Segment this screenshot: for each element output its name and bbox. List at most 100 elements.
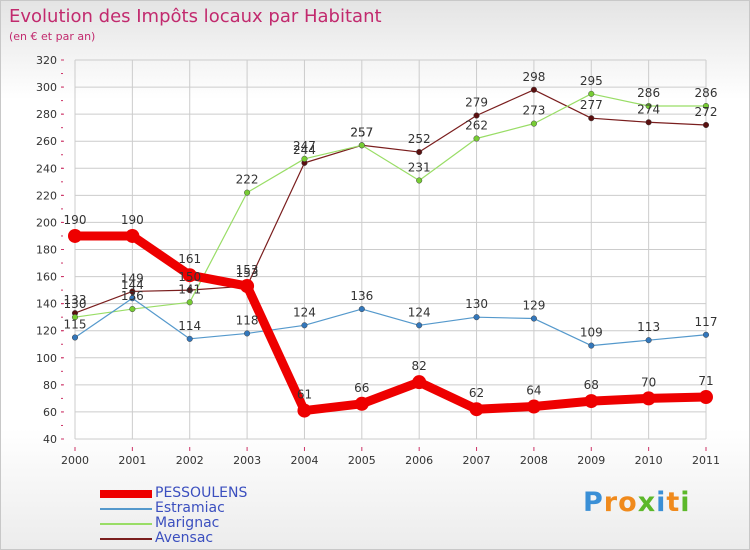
data-point — [702, 121, 710, 129]
data-label: 279 — [465, 95, 488, 109]
logo-letter: t — [666, 487, 681, 518]
data-label: 136 — [121, 289, 144, 303]
data-label: 149 — [121, 271, 144, 285]
logo-letter: x — [637, 487, 657, 518]
y-tick-label: 100 — [36, 352, 57, 365]
legend-label: Avensac — [155, 530, 214, 546]
data-label: 257 — [350, 125, 373, 139]
data-label: 124 — [408, 305, 431, 319]
data-label: 82 — [412, 359, 427, 373]
data-point — [645, 337, 652, 344]
y-tick-label: 180 — [36, 244, 57, 257]
data-point — [588, 90, 595, 97]
chart-title: Evolution des Impôts locaux par Habitant — [9, 6, 382, 27]
x-tick-label: 2006 — [405, 454, 433, 467]
legend-swatch — [100, 490, 152, 498]
proxiti-logo: Proxiti — [583, 487, 691, 518]
data-label: 133 — [64, 293, 87, 307]
data-point — [416, 148, 423, 156]
data-label: 244 — [293, 143, 316, 157]
data-label: 222 — [236, 173, 259, 187]
data-point — [469, 402, 484, 417]
data-label: 150 — [178, 270, 201, 284]
legend-label: Estramiac — [155, 500, 225, 516]
data-point — [129, 288, 136, 295]
data-label: 141 — [178, 282, 201, 296]
data-point — [416, 322, 423, 329]
data-point — [301, 322, 308, 329]
series-line-pessoulens — [70, 231, 711, 416]
legend-label: Marignac — [155, 515, 220, 531]
data-label: 144 — [121, 278, 144, 292]
data-label: 161 — [178, 252, 201, 266]
legend-swatch — [100, 508, 152, 510]
x-tick-label: 2008 — [520, 454, 548, 467]
series-line-estramiac — [74, 297, 707, 347]
data-label: 274 — [637, 102, 660, 116]
y-tick-label: 280 — [36, 108, 57, 121]
data-point — [358, 306, 365, 313]
logo-letter: i — [680, 487, 691, 518]
data-label: 114 — [178, 319, 201, 333]
data-label: 64 — [526, 384, 541, 398]
data-label: 113 — [637, 320, 660, 334]
chart-subtitle: (en € et par an) — [9, 30, 96, 43]
series-line-avensac — [74, 89, 707, 314]
data-point — [71, 314, 79, 321]
x-tick-label: 2011 — [692, 454, 720, 467]
y-tick-label: 80 — [43, 379, 57, 392]
data-label: 109 — [580, 326, 603, 340]
data-label: 252 — [408, 132, 431, 146]
data-point — [244, 189, 251, 196]
x-tick-label: 2000 — [61, 454, 89, 467]
x-tick-label: 2001 — [118, 454, 146, 467]
data-label: 62 — [469, 386, 484, 400]
y-tick-label: 320 — [36, 54, 57, 67]
data-point — [473, 135, 480, 142]
data-label: 66 — [354, 381, 369, 395]
logo-letter: i — [656, 487, 667, 518]
data-label: 70 — [641, 375, 656, 389]
data-point — [358, 142, 365, 149]
data-point — [526, 399, 541, 414]
legend-label: PESSOULENS — [155, 485, 248, 501]
data-label: 190 — [121, 213, 144, 227]
data-label: 71 — [698, 374, 713, 388]
data-label: 262 — [465, 119, 488, 133]
data-label: 277 — [580, 98, 603, 112]
data-point — [530, 86, 537, 93]
y-tick-label: 260 — [36, 135, 57, 148]
data-point — [68, 228, 82, 243]
data-label: 273 — [522, 104, 545, 118]
data-point — [473, 112, 480, 119]
data-label: 247 — [293, 139, 316, 153]
x-tick-label: 2009 — [577, 454, 605, 467]
y-tick-label: 160 — [36, 271, 57, 284]
y-tick-label: 240 — [36, 162, 57, 175]
data-point — [129, 295, 136, 302]
data-point — [473, 314, 480, 321]
data-label: 130 — [64, 297, 87, 311]
data-point — [301, 155, 308, 162]
legend-swatch — [100, 523, 152, 525]
data-point — [702, 331, 710, 338]
data-label: 286 — [637, 86, 660, 100]
logo-letter: r — [603, 487, 619, 518]
data-label: 117 — [695, 315, 718, 329]
data-label: 286 — [695, 86, 718, 100]
data-point — [645, 119, 652, 126]
data-label: 136 — [350, 289, 373, 303]
data-point — [588, 342, 595, 349]
x-tick-label: 2007 — [463, 454, 491, 467]
data-point — [129, 306, 136, 313]
data-point — [182, 268, 197, 283]
data-point — [699, 390, 713, 405]
legend-swatch — [100, 538, 152, 540]
data-point — [354, 396, 369, 411]
data-point — [186, 287, 193, 294]
data-point — [240, 279, 255, 294]
data-label: 115 — [64, 317, 87, 331]
logo-letter: P — [583, 487, 604, 518]
data-label: 61 — [297, 388, 312, 402]
